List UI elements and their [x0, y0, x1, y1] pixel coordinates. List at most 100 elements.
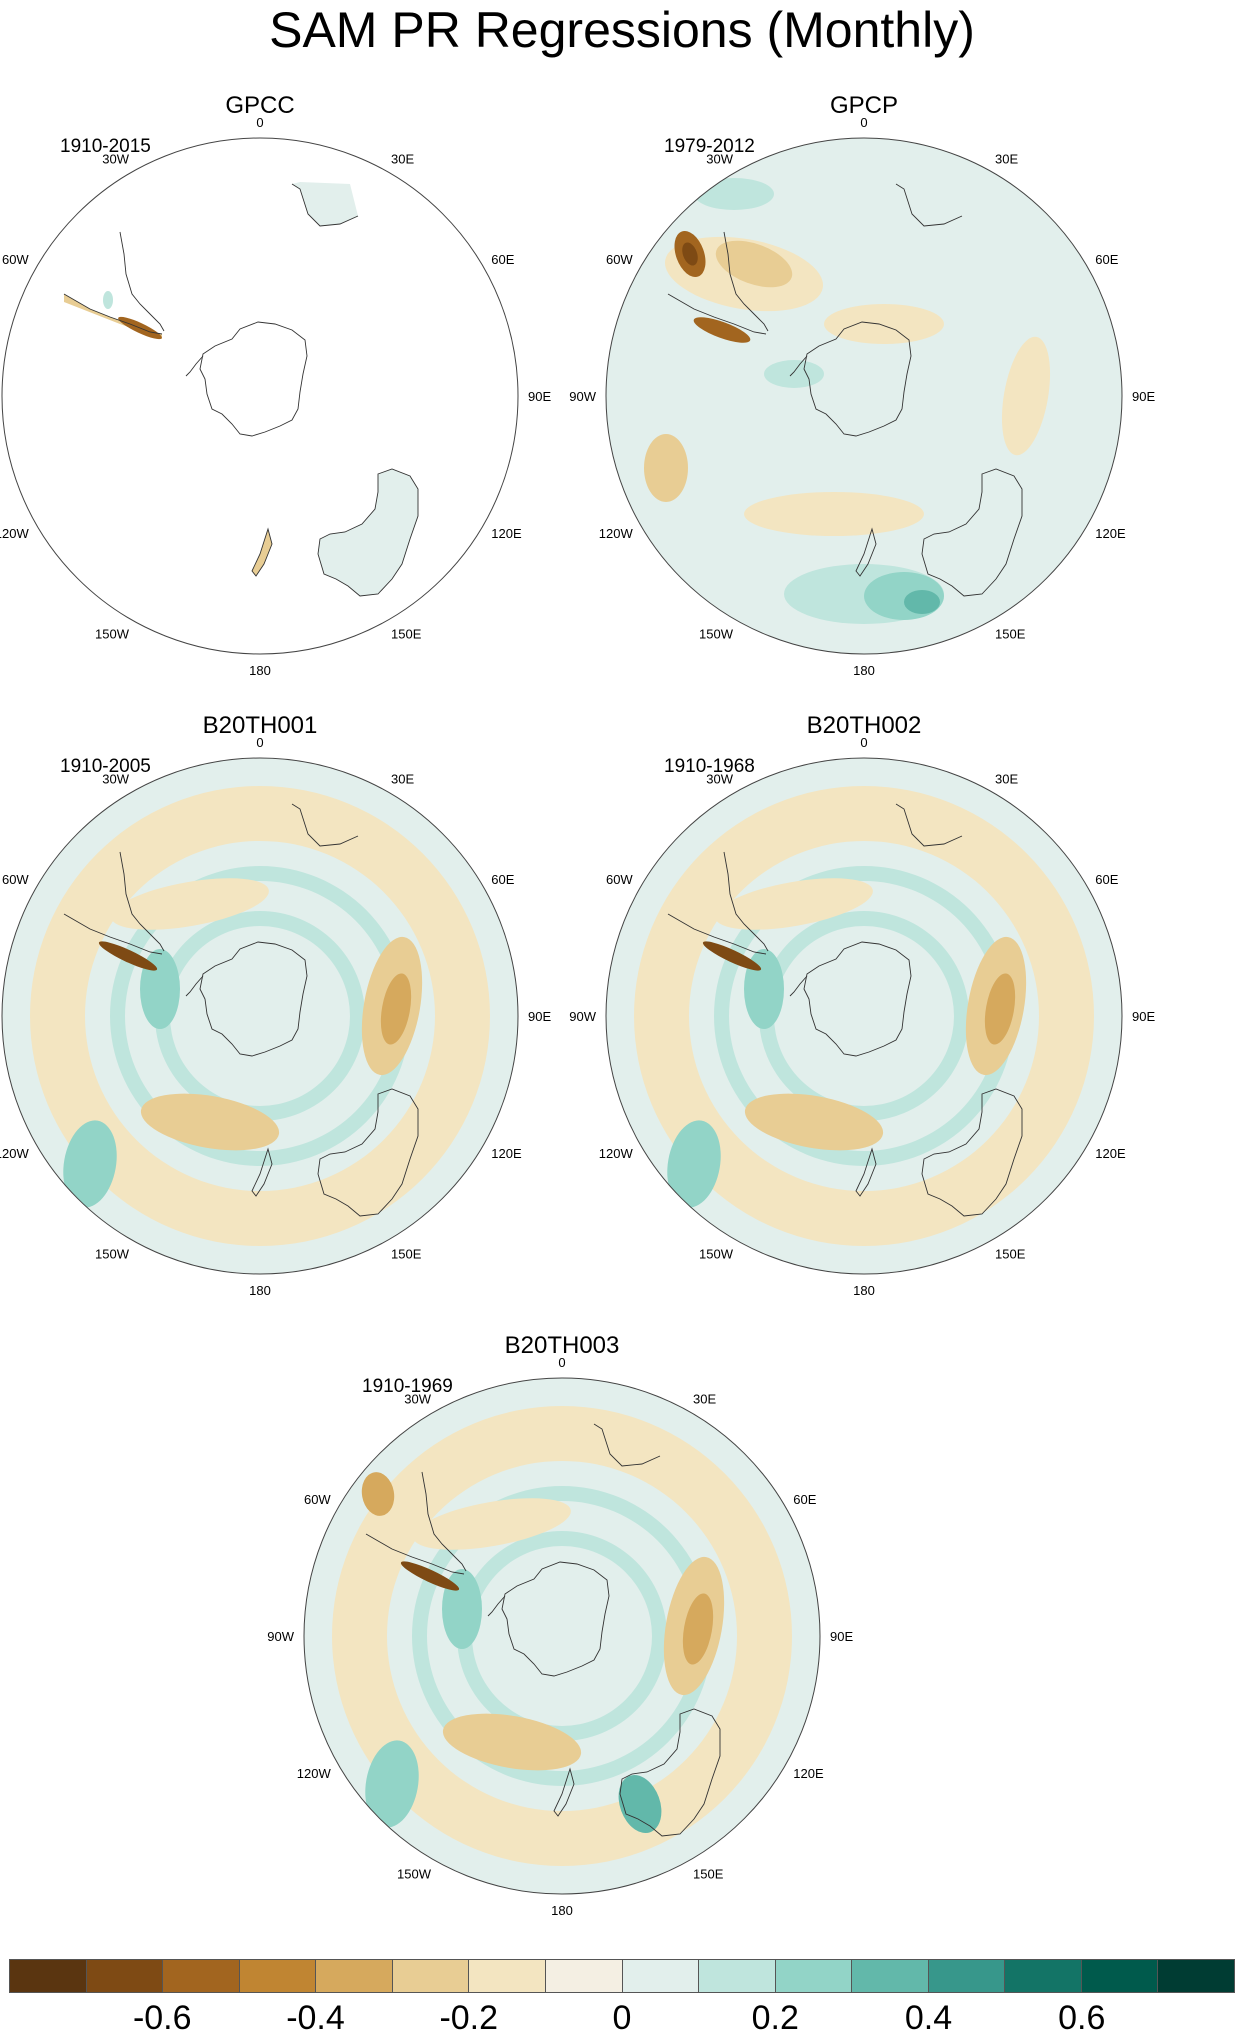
longitude-label: 30W — [706, 772, 733, 787]
anomaly-neg-atlantic — [111, 878, 269, 930]
coastline-australia — [317, 1088, 419, 1217]
longitude-label: 150E — [391, 1246, 422, 1261]
panel-period: 1910-1968 — [664, 756, 755, 777]
longitude-label: 90W — [267, 1629, 294, 1644]
longitude-label: 180 — [551, 1903, 573, 1918]
longitude-label: 60E — [491, 252, 514, 267]
panel-period: 1910-2015 — [60, 136, 151, 157]
anomaly-pos-south-pacific — [365, 1740, 419, 1828]
anomaly-strong-neg-chile — [400, 1561, 460, 1591]
anomaly-neg — [644, 434, 688, 502]
colorbar-bin — [1005, 1960, 1082, 1992]
colorbar-bin — [392, 1960, 470, 1992]
longitude-label: 120E — [1095, 526, 1126, 541]
colorbar-label: -0.6 — [132, 1999, 192, 2037]
longitude-label: 30W — [404, 1392, 431, 1407]
coastline-australia — [619, 1708, 721, 1837]
anomaly-neg — [1001, 336, 1051, 456]
anomaly-pos-south-pacific — [63, 1120, 117, 1208]
longitude-label: 150E — [995, 626, 1026, 641]
anomaly-pos — [764, 360, 824, 388]
longitude-label: 0 — [256, 115, 263, 130]
map-boundary — [605, 757, 1123, 1275]
coastline-africa — [895, 183, 963, 227]
colorbar-bin — [699, 1960, 776, 1992]
coastline-new-zealand — [251, 1147, 273, 1197]
longitude-label: 150E — [995, 1246, 1026, 1261]
panel-gpcc: GPCC 1910-2015 0 30E 60E 90E 120E 150E 180 150W… — [0, 92, 560, 692]
land-anomaly-patagonia — [103, 291, 113, 309]
longitude-label: 60E — [491, 872, 514, 887]
longitude-label: 0 — [558, 1355, 565, 1370]
anomaly-neg — [824, 304, 944, 344]
colorbar-label: 0.6 — [1058, 1999, 1106, 2037]
panel-period: 1979-2012 — [664, 136, 755, 157]
longitude-label: 60W — [606, 872, 633, 887]
coastline-africa — [291, 183, 359, 227]
coastline-south-america — [119, 231, 165, 332]
panel-title: B20TH002 — [806, 712, 922, 739]
coastline-south-america — [723, 231, 769, 332]
anomaly-neg-atlantic — [413, 1498, 571, 1550]
longitude-label: 150E — [693, 1866, 724, 1881]
colorbar-bin — [86, 1960, 164, 1992]
anomaly-pos-tasman — [618, 1774, 662, 1834]
colorbar-label: 0.2 — [751, 1999, 799, 2037]
longitude-label: 90W — [569, 1009, 596, 1024]
colorbar-label: -0.2 — [439, 1999, 499, 2037]
panel-period: 1910-1969 — [362, 1376, 453, 1397]
coastline-australia — [921, 1088, 1023, 1217]
colorbar-label: 0 — [612, 1999, 632, 2037]
longitude-label: 120E — [491, 526, 522, 541]
coastline-peninsula — [789, 355, 808, 377]
longitude-label: 120W — [0, 526, 29, 541]
colorbar-bin — [163, 1960, 240, 1992]
longitude-label: 150W — [95, 1246, 130, 1261]
longitude-label: 90E — [830, 1629, 853, 1644]
colorbar-label: 0.4 — [904, 1999, 953, 2037]
colorbar-bin — [10, 1960, 87, 1992]
coastline-antarctica — [803, 321, 912, 437]
longitude-label: 180 — [853, 1283, 875, 1298]
coastline-south-america-west — [667, 913, 767, 955]
anomaly-neg — [744, 492, 924, 536]
panel-b20th002: B20TH002 1910-1968 0 30E 60E 90E 120E 150E 180… — [569, 712, 1164, 1312]
map-boundary — [1, 137, 519, 655]
field-layer — [606, 758, 1122, 1274]
anomaly-neg-pacific — [744, 1093, 884, 1151]
map-boundary — [303, 1377, 821, 1895]
coastline-south-america — [723, 851, 769, 952]
longitude-label: 30E — [995, 152, 1018, 167]
longitude-label: 60W — [2, 872, 29, 887]
panel-b20th001: B20TH001 1910-2005 0 30E 60E 90E 120E 150E 180… — [0, 712, 560, 1312]
coastline-peninsula — [185, 355, 204, 377]
longitude-label: 120W — [297, 1766, 332, 1781]
panel-title: B20TH003 — [504, 1332, 620, 1359]
longitude-label: 90E — [1132, 1009, 1155, 1024]
coastline-africa — [895, 803, 963, 847]
colorbar-bin — [775, 1960, 853, 1992]
coastline-africa — [291, 803, 359, 847]
longitude-label: 120E — [491, 1146, 522, 1161]
panel-period: 1910-2005 — [60, 756, 151, 777]
anomaly-strong-neg-chile — [702, 941, 762, 971]
longitude-label: 180 — [249, 663, 271, 678]
figure-title: SAM PR Regressions (Monthly) — [269, 2, 975, 58]
longitude-label: 0 — [860, 735, 867, 750]
anomaly-pos — [904, 590, 940, 614]
coastline-peninsula — [185, 975, 204, 997]
colorbar-labels: -0.6 -0.4 -0.2 0 0.2 0.4 0.6 — [9, 1998, 1235, 2038]
coastline-antarctica — [501, 1561, 610, 1677]
longitude-label: 60W — [304, 1492, 331, 1507]
longitude-label: 30W — [102, 772, 129, 787]
longitude-label: 150E — [391, 626, 422, 641]
longitude-label: 30E — [391, 772, 414, 787]
anomaly-pos — [694, 178, 774, 210]
longitude-label: 30E — [693, 1392, 716, 1407]
coastline-australia — [921, 468, 1023, 597]
field-layer — [2, 758, 518, 1274]
colorbar-bin — [545, 1960, 623, 1992]
land-anomaly-new-zealand — [252, 529, 272, 576]
